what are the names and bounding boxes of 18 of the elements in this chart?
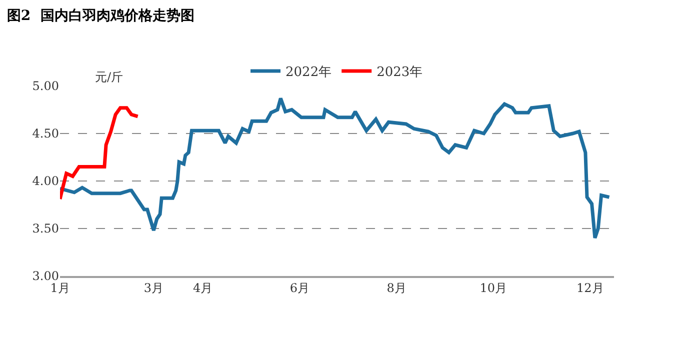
x-tick-label: 10月 [480,281,507,296]
y-tick-label: 3.00 [32,269,59,284]
legend-label: 2022年 [286,65,332,80]
legend-label: 2023年 [376,65,423,80]
y-tick-label: 4.50 [32,126,59,141]
line-series [60,106,140,201]
x-tick-label: 6月 [290,281,310,296]
x-tick-label: 3月 [144,281,164,296]
y-tick-label: 4.00 [32,174,59,188]
chart-title: 图2 国内白羽肉鸡价格走势图 [6,8,194,24]
x-tick-label: 1月 [50,281,70,296]
x-tick-label: 4月 [193,281,213,296]
line-series [60,96,611,240]
y-tick-label: 5.00 [32,79,59,94]
x-tick-label: 12月 [576,281,604,296]
y-tick-label: 3.50 [32,222,59,236]
x-tick-label: 8月 [386,281,406,296]
y-axis-title: 元/斤 [95,70,124,84]
